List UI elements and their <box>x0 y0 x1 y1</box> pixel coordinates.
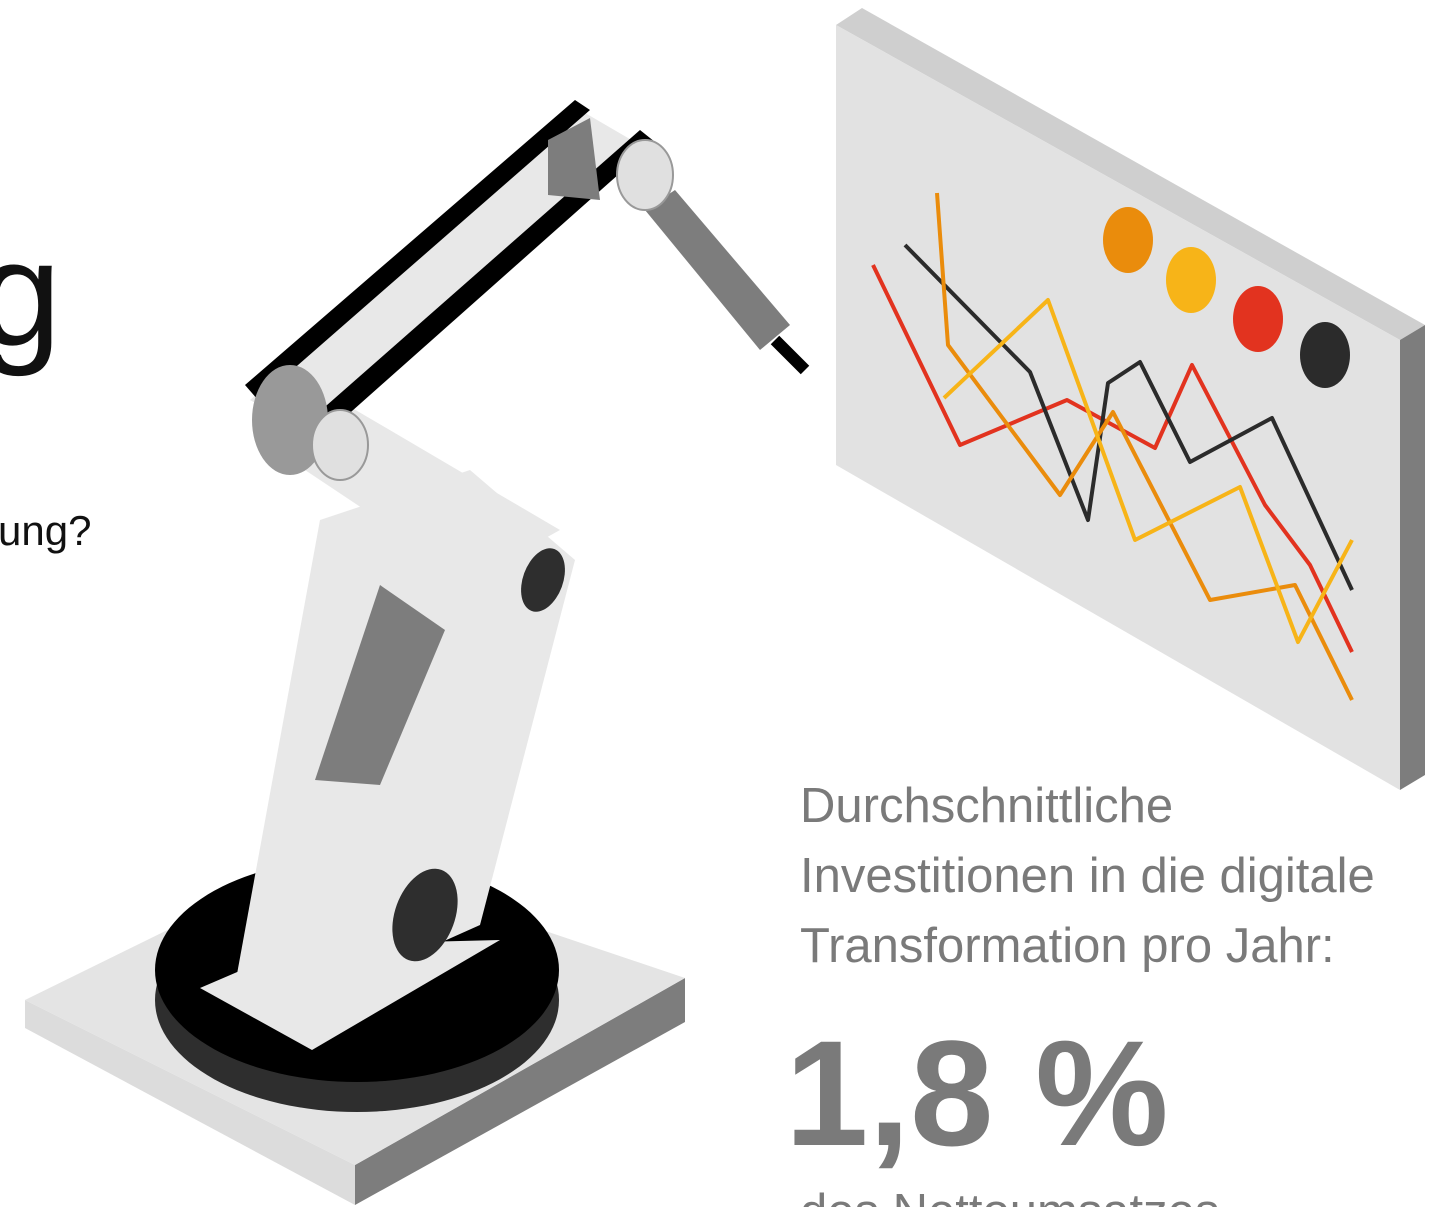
stat-label-line: Durchschnittliche <box>800 779 1173 833</box>
stat-caption: des Nettoumsatzes <box>800 1185 1219 1207</box>
board-illustration <box>836 8 1425 790</box>
infographic: g ung? <box>0 0 1441 1207</box>
stat-label-line: Investitionen in die digitale <box>800 849 1375 903</box>
robot-illustration <box>25 100 805 1205</box>
heading-fragment: g <box>0 209 61 377</box>
page: g ung? <box>0 0 1441 1207</box>
stat-label-line: Transformation pro Jahr: <box>800 919 1335 973</box>
subheading-fragment: ung? <box>0 507 91 554</box>
stat-value: 1,8 % <box>785 1009 1169 1177</box>
